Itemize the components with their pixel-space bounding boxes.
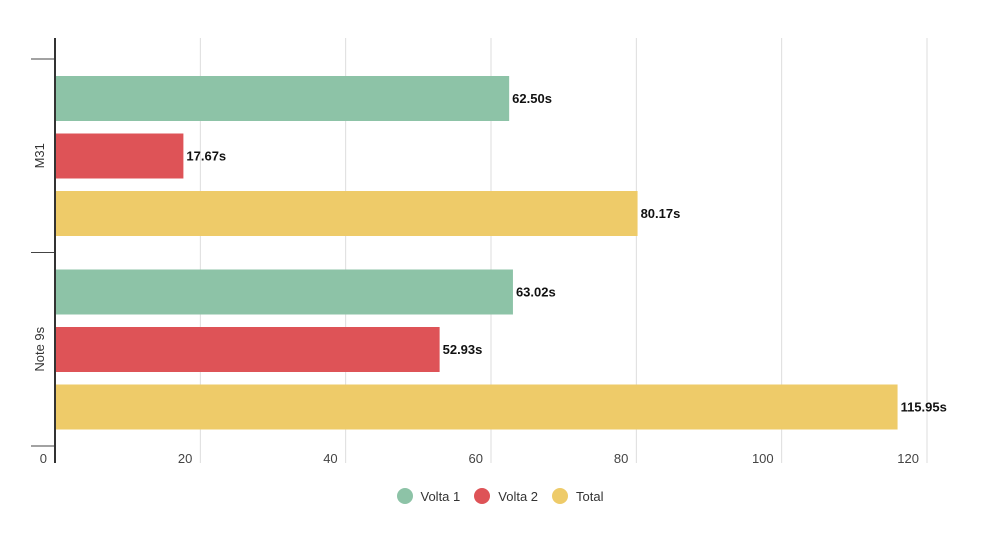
data-label: 80.17s <box>641 206 681 221</box>
category-label: M31 <box>32 143 47 168</box>
x-tick-label: 100 <box>752 451 774 466</box>
x-tick-label: 80 <box>614 451 628 466</box>
data-label: 17.67s <box>186 149 226 164</box>
legend-swatch-icon <box>396 488 413 504</box>
data-label: 62.50s <box>512 91 552 106</box>
legend-label: Volta 1 <box>420 488 461 504</box>
legend-swatch-icon <box>552 488 569 504</box>
legend-item[interactable]: Volta 2 <box>474 488 538 504</box>
x-tick-label: 60 <box>469 451 483 466</box>
x-tick-label: 40 <box>323 451 337 466</box>
bar-volta-1 <box>55 76 510 121</box>
legend-label: Volta 2 <box>498 488 539 504</box>
legend-item[interactable]: Volta 1 <box>396 488 461 504</box>
x-tick-label: 120 <box>897 451 919 466</box>
x-tick-label: 0 <box>40 451 47 466</box>
data-label: 52.93s <box>443 342 483 357</box>
bar-volta-2 <box>55 327 440 372</box>
data-label: 63.02s <box>516 285 556 300</box>
data-label: 115.95s <box>901 400 947 415</box>
category-label: Note 9s <box>32 326 47 371</box>
bar-total <box>55 384 898 430</box>
legend-swatch-icon <box>474 488 491 504</box>
bar-volta-1 <box>55 269 513 315</box>
bar-volta-2 <box>55 133 184 179</box>
bar-total <box>55 191 638 236</box>
legend-label: Total <box>576 488 604 504</box>
legend-item[interactable]: Total <box>552 488 604 504</box>
x-tick-label: 20 <box>178 451 192 466</box>
legend: Volta 1 Volta 2 Total <box>0 488 1000 504</box>
